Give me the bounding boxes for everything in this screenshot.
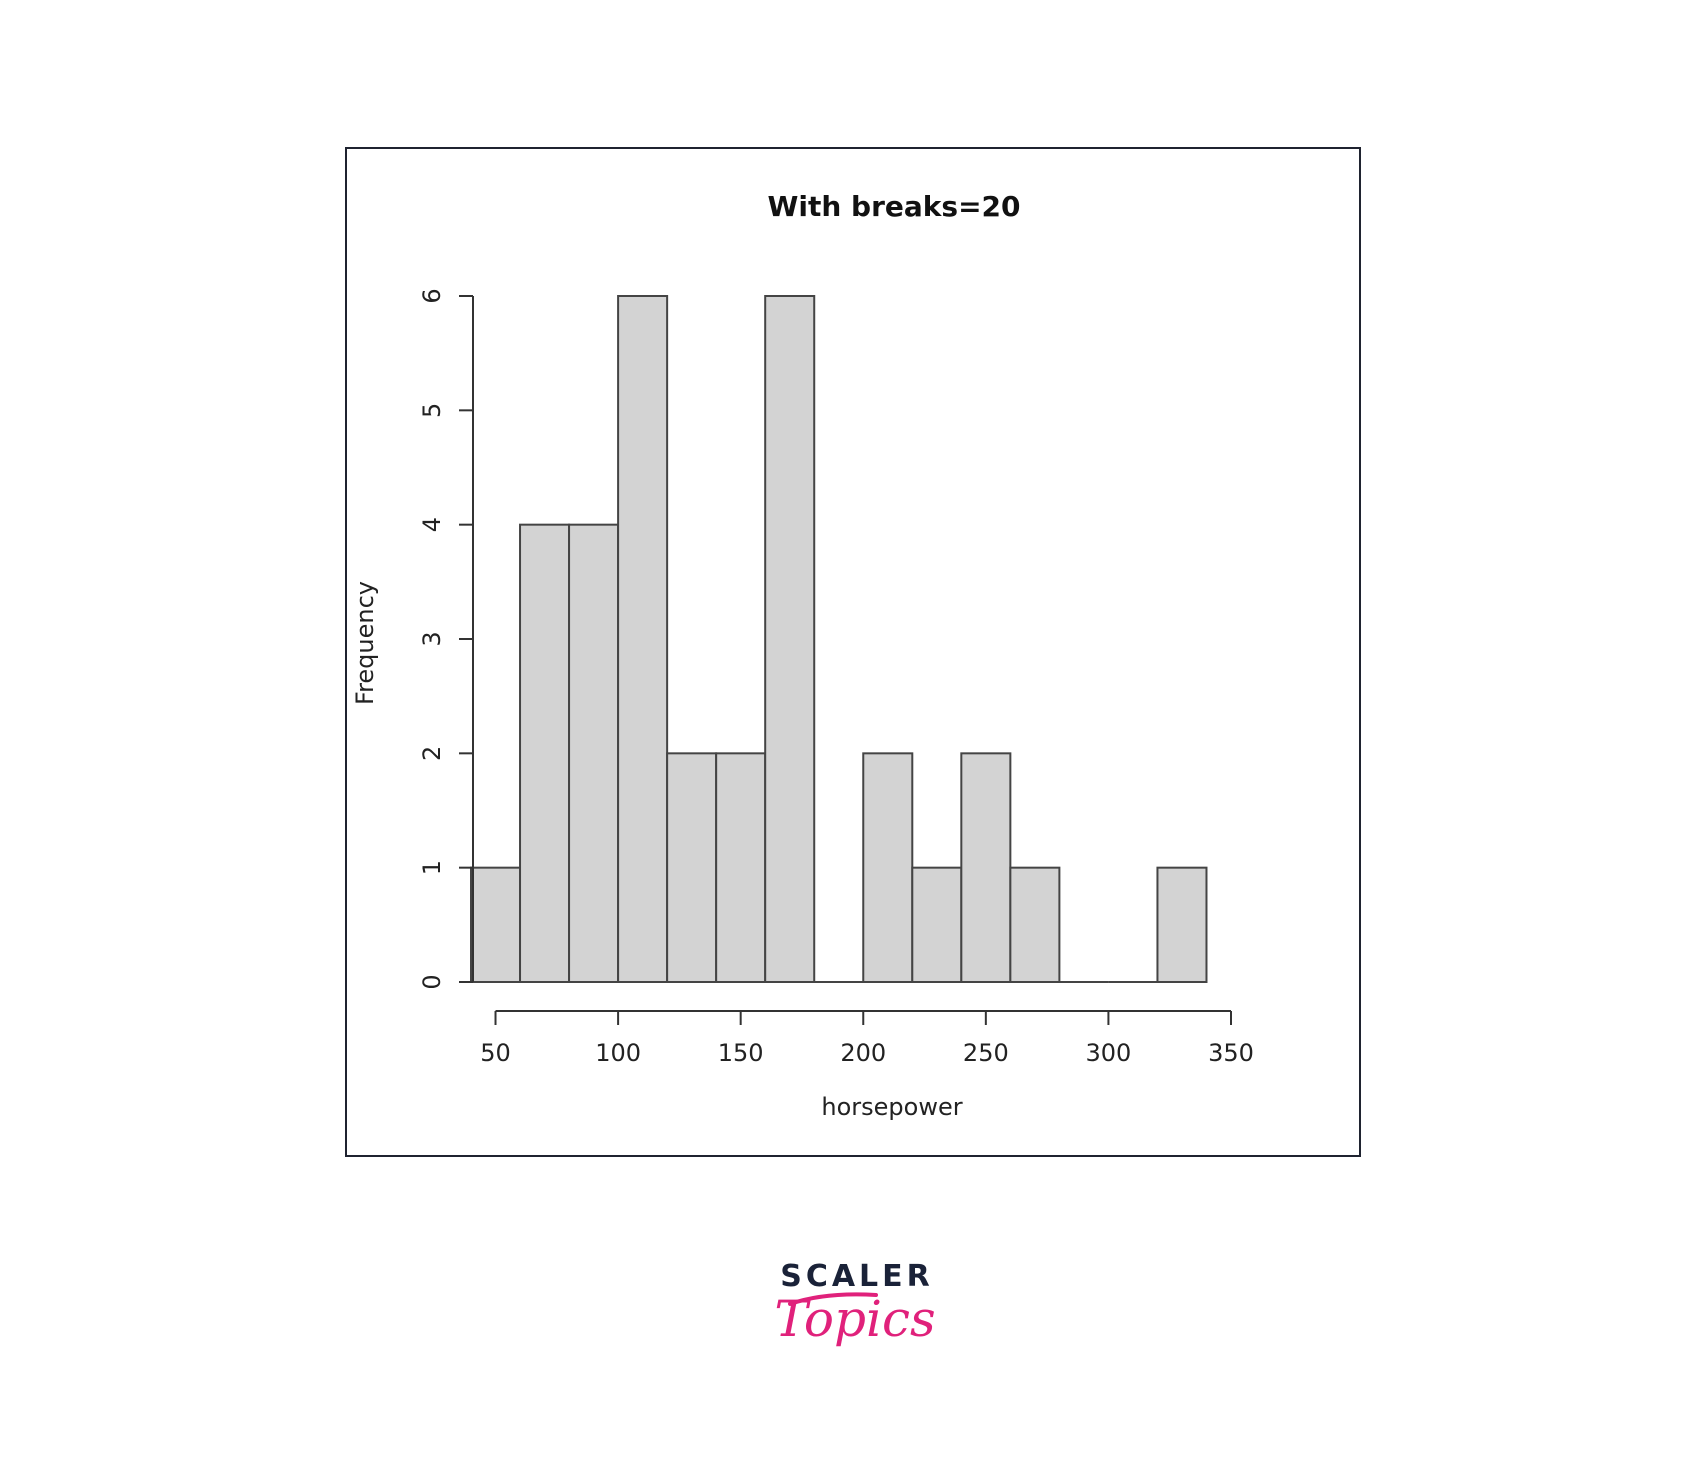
histogram-bar-14 (1156, 866, 1208, 984)
histogram-bar-2 (568, 523, 620, 983)
histogram-bar-9 (911, 866, 963, 984)
plot-frame: With breaks=20 0 1 2 3 4 5 6 50 100 150 200 250 300… (345, 147, 1361, 1157)
y-axis-label: Frequency (351, 581, 379, 705)
logo-topics-text: Topics (774, 1290, 935, 1348)
histogram-bar-5 (715, 752, 767, 983)
histogram-chart: With breaks=20 0 1 2 3 4 5 6 50 100 150 200 250 300… (351, 190, 1254, 1121)
histogram-bar-0 (470, 866, 522, 984)
histogram-bar-6 (764, 295, 816, 983)
histogram-bar-1 (519, 523, 571, 983)
histogram-bar-11 (1009, 866, 1061, 984)
y-tick-label-5: 5 (418, 403, 446, 418)
x-tick-label-350: 350 (1208, 1039, 1254, 1067)
histogram-bars (470, 295, 1208, 984)
x-tick-label-150: 150 (718, 1039, 764, 1067)
x-axis: 50 100 150 200 250 300 350 (480, 1010, 1254, 1067)
y-tick-label-1: 1 (418, 860, 446, 875)
x-tick-label-250: 250 (963, 1039, 1009, 1067)
x-tick-label-100: 100 (595, 1039, 641, 1067)
y-tick-label-0: 0 (418, 974, 446, 989)
histogram-bar-4 (666, 752, 718, 983)
x-tick-label-200: 200 (840, 1039, 886, 1067)
x-axis-label: horsepower (821, 1093, 962, 1121)
chart-title: With breaks=20 (768, 190, 1021, 223)
logo-scaler-text: SCALER (780, 1259, 934, 1294)
scaler-topics-logo: SCALER Topics (774, 1259, 935, 1348)
logo-swash (788, 1292, 878, 1306)
histogram-bar-8 (862, 752, 914, 983)
y-tick-label-2: 2 (418, 746, 446, 761)
x-tick-label-50: 50 (480, 1039, 511, 1067)
y-tick-label-6: 6 (418, 288, 446, 303)
y-tick-label-3: 3 (418, 631, 446, 646)
y-tick-label-4: 4 (418, 517, 446, 532)
x-tick-label-300: 300 (1086, 1039, 1132, 1067)
histogram-bar-3 (617, 295, 669, 983)
histogram-bar-10 (960, 752, 1012, 983)
y-axis: 0 1 2 3 4 5 6 (418, 288, 474, 990)
